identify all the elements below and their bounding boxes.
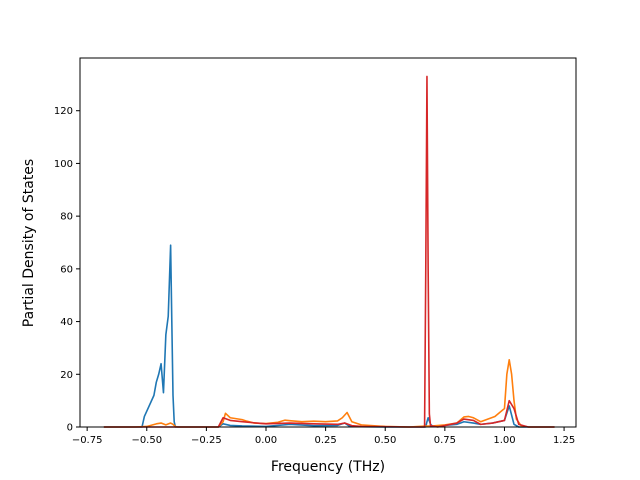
x-tick-label: −0.25 — [191, 435, 222, 446]
series-line-1 — [103, 244, 555, 428]
series-line-3 — [103, 75, 555, 428]
y-axis: 0 20 40 60 80 100 120 — [54, 106, 80, 434]
y-tick-label: 100 — [54, 159, 73, 170]
x-axis-label: Frequency (THz) — [271, 459, 385, 475]
y-tick-label: 80 — [60, 212, 73, 223]
x-tick-label: 0.50 — [374, 435, 396, 446]
x-tick-label: 0.25 — [314, 435, 336, 446]
y-tick-label: 20 — [60, 370, 73, 381]
y-tick-label: 40 — [60, 317, 73, 328]
x-tick-label: −0.50 — [131, 435, 162, 446]
x-tick-label: −0.75 — [72, 435, 103, 446]
plot-frame — [79, 57, 577, 428]
y-tick-label: 60 — [60, 264, 73, 275]
y-tick-label: 0 — [67, 423, 73, 434]
y-axis-label: Partial Density of States — [21, 159, 37, 327]
x-axis: −0.75 −0.50 −0.25 0.00 0.25 0.50 0.75 1.00 1.25 — [72, 427, 575, 446]
x-tick-label: 0.75 — [434, 435, 456, 446]
x-tick-label: 0.00 — [255, 435, 277, 446]
y-tick-label: 120 — [54, 106, 73, 117]
x-tick-label: 1.25 — [553, 435, 575, 446]
x-tick-label: 1.00 — [493, 435, 515, 446]
